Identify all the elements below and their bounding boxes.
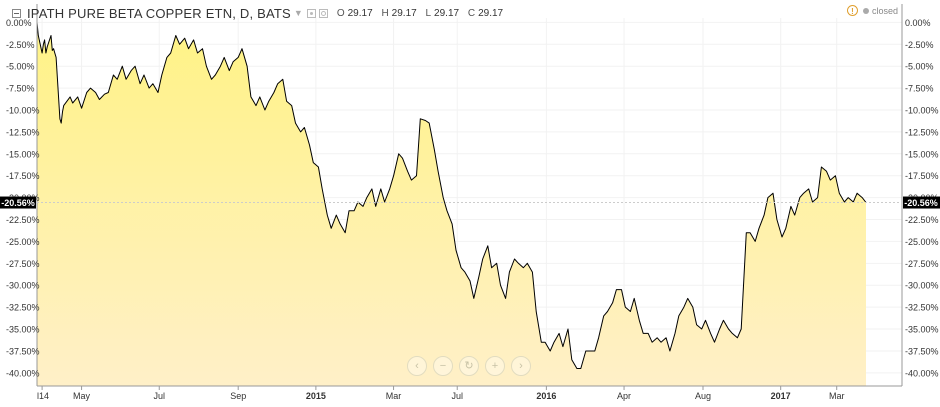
y-tick-label-left: -7.50%	[6, 84, 35, 94]
x-tick-label: Mar	[829, 391, 845, 401]
y-tick-label-right: -12.50%	[905, 127, 939, 137]
high-key: H	[381, 7, 389, 19]
y-tick-label-left: -12.50%	[6, 127, 40, 137]
y-tick-label-left: -32.50%	[6, 303, 40, 313]
y-tick-label-right: -30.00%	[905, 281, 939, 291]
low-key: L	[425, 7, 432, 19]
y-tick-label-left: -22.50%	[6, 215, 40, 225]
reset-button[interactable]: ↻	[459, 356, 479, 376]
scroll-right-button[interactable]: ›	[511, 356, 531, 376]
low-value: 29.17	[434, 7, 460, 19]
x-tick-label: 2017	[771, 391, 791, 401]
last-value-label-right: -20.56%	[904, 198, 938, 208]
area-fill	[37, 22, 866, 387]
y-tick-label-right: -40.00%	[905, 368, 939, 378]
scroll-left-button[interactable]: ‹	[407, 356, 427, 376]
collapse-icon[interactable]	[12, 8, 21, 18]
last-value-badge-right	[903, 196, 940, 209]
y-tick-label-left: -10.00%	[6, 106, 40, 116]
y-tick-label-right: -5.00%	[905, 62, 934, 72]
close-key: C	[467, 7, 476, 19]
y-tick-label-left: -2.50%	[6, 40, 35, 50]
visibility-icon[interactable]	[306, 8, 316, 18]
y-tick-label-right: -27.50%	[905, 259, 939, 269]
y-tick-label-left: -37.50%	[6, 346, 40, 356]
zoom-in-button[interactable]: +	[485, 356, 505, 376]
x-tick-label: Mar	[386, 391, 402, 401]
axes	[36, 4, 903, 390]
x-tick-label: Apr	[617, 391, 631, 401]
open-key: O	[336, 7, 345, 19]
x-tick-label: Aug	[695, 391, 711, 401]
y-tick-label-right: -7.50%	[905, 84, 934, 94]
open-value: 29.17	[347, 7, 373, 19]
x-tick-label: Sep	[230, 391, 246, 401]
x-tick-label: 2015	[306, 391, 326, 401]
y-tick-label-right: -35.00%	[905, 325, 939, 335]
y-tick-label-left: -15.00%	[6, 149, 40, 159]
zoom-out-button[interactable]: −	[433, 356, 453, 376]
last-value-badge-left	[0, 196, 36, 209]
market-status: ! closed	[846, 5, 898, 16]
high-value: 29.17	[391, 7, 417, 19]
axis-labels: 0.00% 0.00% -2.50% -2.50% -5.00% -5.00% -7.50%…	[0, 18, 940, 401]
x-tick-label: May	[73, 391, 91, 401]
y-tick-label-left: 0.00%	[6, 18, 32, 28]
dropdown-caret-icon[interactable]: ▼	[293, 8, 303, 18]
y-tick-label-left: -35.00%	[6, 325, 40, 335]
x-tick-label: Jul	[153, 391, 165, 401]
status-label: closed	[871, 5, 898, 16]
warning-icon[interactable]: !	[846, 5, 858, 16]
last-value-label-left: -20.56%	[1, 198, 35, 208]
y-tick-label-left: -25.00%	[6, 237, 40, 247]
ohlc-values: O 29.17 H 29.17 L 29.17 C 29.17	[337, 8, 509, 19]
series-line	[36, 22, 867, 369]
x-tick-label: Jul	[451, 391, 463, 401]
y-tick-label-right: -15.00%	[905, 149, 939, 159]
y-tick-label-left: -27.50%	[6, 259, 40, 269]
y-tick-label-left: -17.50%	[6, 171, 40, 181]
y-tick-label-right: -22.50%	[905, 215, 939, 225]
settings-icon[interactable]	[318, 8, 328, 18]
y-tick-label-right: -10.00%	[905, 106, 939, 116]
y-tick-label-right: -17.50%	[905, 171, 939, 181]
x-tick-label: l14	[37, 391, 49, 401]
series-title: IPATH PURE BETA COPPER ETN, D, BATS	[27, 5, 291, 21]
y-tick-label-right: -25.00%	[905, 237, 939, 247]
plot-area	[36, 22, 867, 387]
x-tick-label: 2016	[536, 391, 556, 401]
chart-navigation: ‹ − ↻ + ›	[407, 356, 537, 376]
y-tick-label-right: -37.50%	[905, 346, 939, 356]
y-tick-label-right: -32.50%	[905, 303, 939, 313]
y-tick-label-left: -30.00%	[6, 281, 40, 291]
close-value: 29.17	[478, 7, 504, 19]
status-dot-icon	[862, 7, 869, 14]
y-tick-label-left: -40.00%	[6, 368, 40, 378]
y-tick-label-right: 0.00%	[905, 18, 931, 28]
y-tick-label-left: -5.00%	[6, 62, 35, 72]
y-tick-label-right: -2.50%	[905, 40, 934, 50]
